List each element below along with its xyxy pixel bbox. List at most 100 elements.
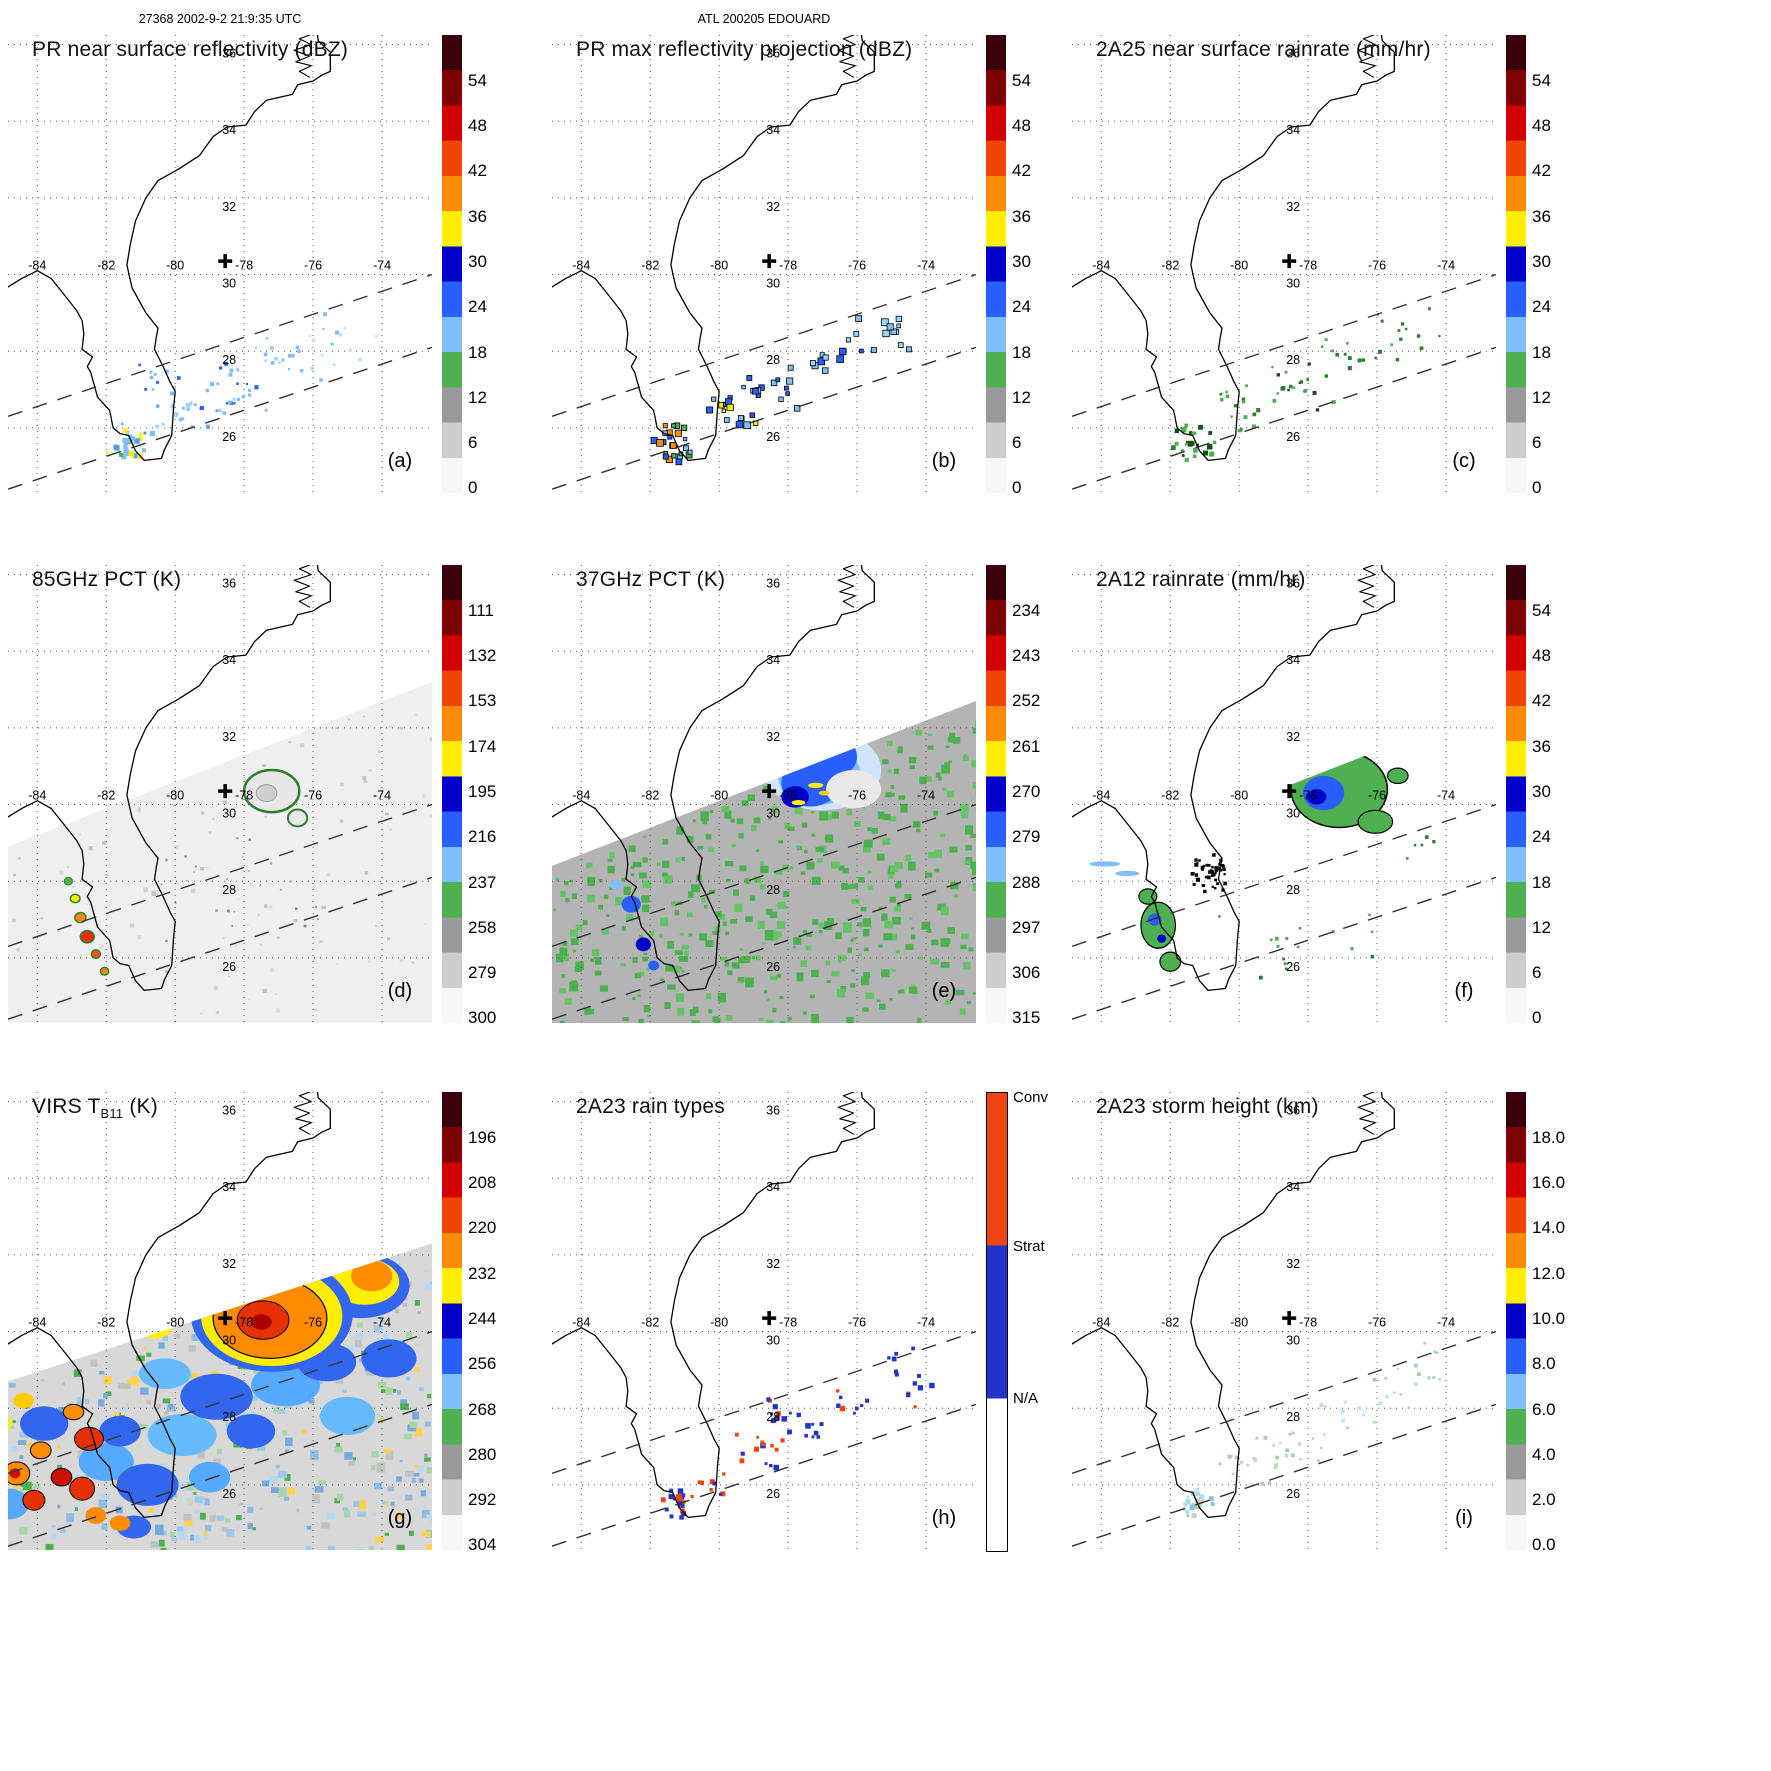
colorbar-tick: 54 xyxy=(1532,70,1551,90)
lon-label: -74 xyxy=(917,259,935,273)
lon-label: -76 xyxy=(304,1316,322,1330)
lon-label: -84 xyxy=(1092,789,1110,803)
panel-title-text: 2A25 near surface rainrate (mm/hr) xyxy=(1096,38,1431,61)
colorbar-tick: 54 xyxy=(1532,600,1551,620)
graticule-labels: -84 -82 -80 -78 -76 -74 26 28 30 32 34 36 xyxy=(572,577,935,974)
colorbar-tick: 12 xyxy=(468,387,487,407)
header-storm-id: ATL 200205 EDOUARD xyxy=(697,12,831,26)
panel-title-c: 2A25 near surface rainrate (mm/hr) xyxy=(1096,38,1431,64)
lat-label: 26 xyxy=(222,960,236,974)
lat-label: 28 xyxy=(1286,1410,1300,1424)
lat-label: 30 xyxy=(766,277,780,291)
lon-label: -80 xyxy=(166,259,184,273)
lat-label: 30 xyxy=(1286,277,1300,291)
lon-label: -82 xyxy=(641,259,659,273)
colorbar-tick: 24 xyxy=(1532,827,1551,847)
lat-label: 32 xyxy=(1286,200,1300,214)
colorbar-b: 54 48 42 36 30 24 18 12 6 0 xyxy=(986,35,1031,497)
colorbar-tick: 288 xyxy=(1012,872,1041,892)
colorbar-tick: 237 xyxy=(468,872,497,892)
colorbar-tick: 6 xyxy=(1532,963,1542,983)
lon-label: -78 xyxy=(1299,1316,1317,1330)
panel-title-g: VIRS TB11 (K) xyxy=(32,1095,158,1121)
lon-label: -82 xyxy=(97,259,115,273)
colorbar-tick: 18.0 xyxy=(1532,1127,1566,1147)
lon-label: -74 xyxy=(1437,789,1455,803)
colorbar-e: 234 243 252 261 270 279 288 297 306 315 xyxy=(986,565,1040,1027)
lat-label: 28 xyxy=(766,883,780,897)
panel-title-i: 2A23 storm height (km) xyxy=(1096,1095,1319,1121)
panel-title-text: VIRS T xyxy=(32,1095,101,1118)
lat-label: 28 xyxy=(1286,883,1300,897)
lon-label: -78 xyxy=(779,789,797,803)
lat-label: 34 xyxy=(766,1180,780,1194)
panel-title-text: PR max reflectivity projection (dBZ) xyxy=(576,38,913,61)
colorbar-a: 54 48 42 36 30 24 18 12 6 0 xyxy=(442,35,487,497)
panel-letter: (c) xyxy=(1452,450,1475,472)
colorbar-tick: 0 xyxy=(1532,478,1542,498)
lon-label: -78 xyxy=(235,259,253,273)
lat-label: 34 xyxy=(222,1180,236,1194)
lat-label: 26 xyxy=(766,430,780,444)
lon-label: -84 xyxy=(28,259,46,273)
coastline xyxy=(552,1092,875,1519)
graticule xyxy=(8,35,432,493)
colorbar-tick: 18 xyxy=(1532,342,1551,362)
lon-label: -80 xyxy=(710,1316,728,1330)
graticule-labels: -84 -82 -80 -78 -76 -74 26 28 30 32 34 36 xyxy=(28,47,391,444)
panel-title-text: 85GHz PCT (K) xyxy=(32,568,182,591)
lat-label: 26 xyxy=(222,1487,236,1501)
lat-label: 34 xyxy=(1286,1180,1300,1194)
lat-label: 28 xyxy=(222,353,236,367)
graticule-labels: -84 -82 -80 -78 -76 -74 26 28 30 32 34 36 xyxy=(572,1104,935,1501)
storm-center-marker xyxy=(1282,254,1297,269)
colorbar-tick: 220 xyxy=(468,1218,497,1238)
colorbar-tick: 208 xyxy=(468,1173,497,1193)
panel-title-text: 2A23 storm height (km) xyxy=(1096,1095,1319,1118)
colorbar-tick: 258 xyxy=(468,917,497,937)
colorbar-tick: 12 xyxy=(1532,917,1551,937)
data-field-specks xyxy=(1182,1341,1441,1519)
colorbar-tick: 132 xyxy=(468,646,497,666)
coastline xyxy=(8,1092,331,1519)
coastline xyxy=(1072,1092,1395,1519)
panel-title-e: 37GHz PCT (K) xyxy=(576,568,725,594)
colorbar-tick: 42 xyxy=(1532,691,1551,711)
lat-label: 34 xyxy=(766,653,780,667)
colorbar-tick: 270 xyxy=(1012,781,1041,801)
colorbar-tick: 24 xyxy=(1012,297,1031,317)
lon-label: -80 xyxy=(710,789,728,803)
colorbar-tick: 216 xyxy=(468,827,497,847)
data-field-specks xyxy=(660,1346,935,1520)
lon-label: -84 xyxy=(572,1316,590,1330)
lat-label: 36 xyxy=(766,577,780,591)
lon-label: -80 xyxy=(710,259,728,273)
colorbar-tick: 48 xyxy=(468,116,487,136)
colorbar-tick: 280 xyxy=(468,1444,497,1464)
colorbar-tick: 279 xyxy=(1012,827,1041,847)
colorbar-tick: 12 xyxy=(1012,387,1031,407)
lat-label: 36 xyxy=(766,1104,780,1118)
coastline xyxy=(1072,35,1395,462)
lat-label: 30 xyxy=(222,1334,236,1348)
lon-label: -82 xyxy=(1161,1316,1179,1330)
lon-label: -84 xyxy=(28,1316,46,1330)
colorbar-tick: 14.0 xyxy=(1532,1218,1566,1238)
colorbar-tick: 42 xyxy=(1532,161,1551,181)
colorbar-segment-label: Conv xyxy=(1013,1089,1049,1106)
lat-label: 26 xyxy=(222,430,236,444)
coastline xyxy=(8,35,331,462)
map-panel-a: -84 -82 -80 -78 -76 -74 26 28 30 32 34 36 (a) xyxy=(8,35,432,493)
lat-label: 34 xyxy=(1286,123,1300,137)
lon-label: -84 xyxy=(1092,1316,1110,1330)
lat-label: 30 xyxy=(1286,1334,1300,1348)
colorbar-tick: 48 xyxy=(1532,646,1551,666)
coastline xyxy=(552,35,875,462)
colorbar-tick: 30 xyxy=(1012,251,1031,271)
lat-label: 36 xyxy=(222,1104,236,1118)
colorbar-tick: 30 xyxy=(1532,251,1551,271)
lat-label: 26 xyxy=(1286,1487,1300,1501)
colorbar-tick: 0 xyxy=(468,478,478,498)
lon-label: -84 xyxy=(572,259,590,273)
colorbar-tick: 232 xyxy=(468,1263,497,1283)
